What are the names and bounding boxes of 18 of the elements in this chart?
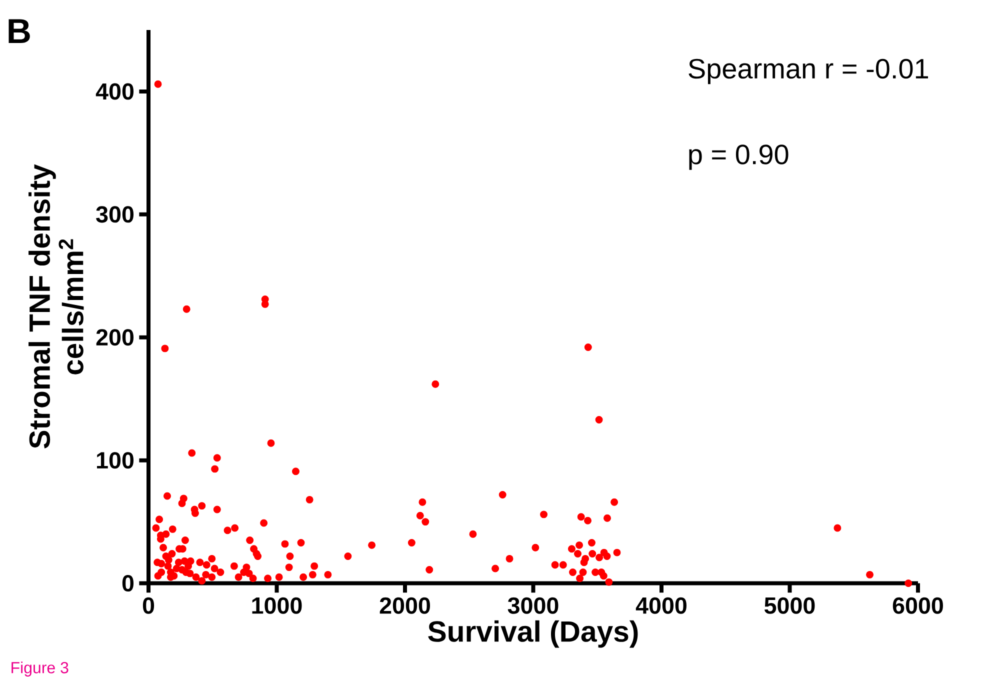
y-tick-label: 200 [96,329,134,346]
caption: Figure 3 [12,662,68,677]
x-axis-title: Survival (Days) [428,620,638,648]
y-axis-title: Stromal TNF density cells/mm$^{2}$ [28,164,84,449]
y-tick-label: 100 [97,452,134,469]
y-tick-label: 400 [96,83,134,100]
annotation: p = 0.90 [689,144,788,170]
text: B [8,19,30,44]
y-tick-label: 0 [122,575,134,592]
x-tick-label: 4000 [636,598,686,614]
x-tick-label: 2000 [380,598,430,614]
x-tick-label: 6000 [892,598,943,614]
x-tick-label: 1000 [252,598,302,614]
y-tick-label: 300 [96,206,134,223]
x-tick-label: 0 [142,598,154,614]
x-tick-label: 5000 [764,598,815,614]
x-tick-label: 3000 [508,598,558,614]
annotation: Spearman r = -0.01 [688,59,928,84]
